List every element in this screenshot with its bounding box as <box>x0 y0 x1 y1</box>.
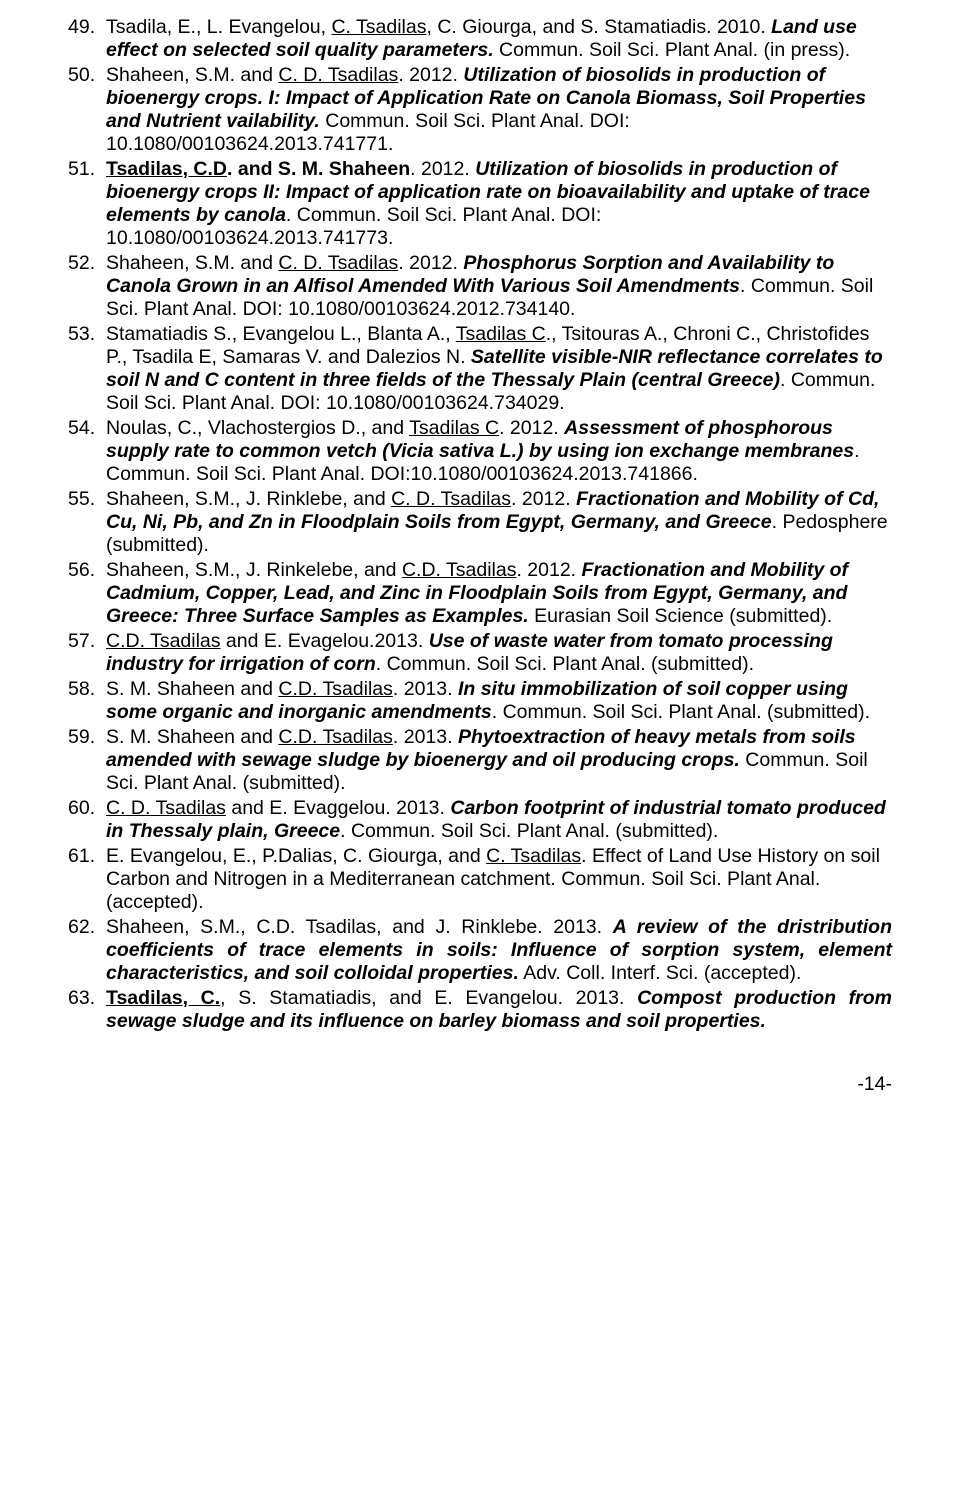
reference-item: Tsadilas, C.D. and S. M. Shaheen. 2012. … <box>68 158 892 250</box>
reference-item: Shaheen, S.M. and C. D. Tsadilas. 2012. … <box>68 64 892 156</box>
reference-item: S. M. Shaheen and C.D. Tsadilas. 2013. P… <box>68 726 892 795</box>
reference-item: C. D. Tsadilas and E. Evaggelou. 2013. C… <box>68 797 892 843</box>
reference-item: Shaheen, S.M., J. Rinkelebe, and C.D. Ts… <box>68 559 892 628</box>
page-number: -14- <box>68 1073 892 1096</box>
reference-item: Stamatiadis S., Evangelou L., Blanta A.,… <box>68 323 892 415</box>
reference-item: Noulas, C., Vlachostergios D., and Tsadi… <box>68 417 892 486</box>
reference-item: Shaheen, S.M. and C. D. Tsadilas. 2012. … <box>68 252 892 321</box>
references-list: Tsadila, E., L. Evangelou, C. Tsadilas, … <box>68 16 892 1033</box>
reference-item: S. M. Shaheen and C.D. Tsadilas. 2013. I… <box>68 678 892 724</box>
reference-item: Tsadila, E., L. Evangelou, C. Tsadilas, … <box>68 16 892 62</box>
reference-item: C.D. Tsadilas and E. Evagelou.2013. Use … <box>68 630 892 676</box>
reference-item: Tsadilas, C., S. Stamatiadis, and E. Eva… <box>68 987 892 1033</box>
reference-item: Shaheen, S.M., J. Rinklebe, and C. D. Ts… <box>68 488 892 557</box>
reference-item: E. Evangelou, E., P.Dalias, C. Giourga, … <box>68 845 892 914</box>
reference-item: Shaheen, S.M., C.D. Tsadilas, and J. Rin… <box>68 916 892 985</box>
